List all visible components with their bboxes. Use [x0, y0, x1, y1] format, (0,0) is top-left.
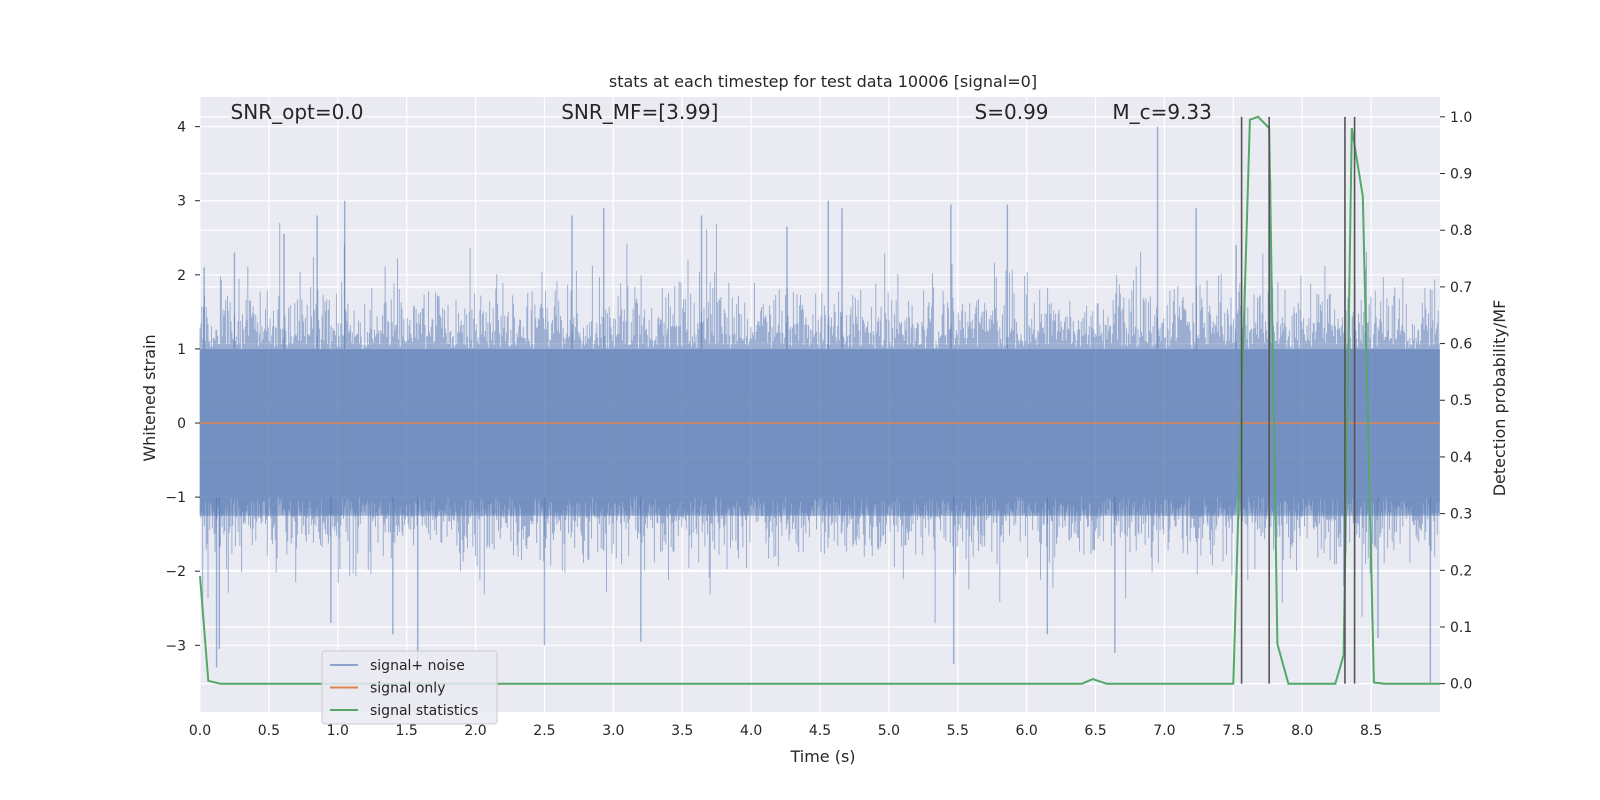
y2-tick-label: 0.5 [1450, 393, 1472, 409]
y2-tick-label: 0.8 [1450, 223, 1472, 239]
y2-tick-label: 0.4 [1450, 450, 1472, 466]
y2-tick-label: 0.6 [1450, 337, 1472, 353]
noise-core [200, 348, 1440, 516]
annotation-text: M_c=9.33 [1112, 100, 1212, 124]
y2-tick-label: 0.9 [1450, 167, 1472, 183]
x-axis-label: Time (s) [789, 747, 855, 766]
y-tick-label: −1 [165, 490, 186, 506]
signal-statistics-line [199, 115, 1440, 685]
legend-label: signal statistics [370, 703, 478, 719]
legend: signal+ noise signal only signal statistic… [321, 650, 498, 725]
x-tick-label: 0.5 [258, 723, 280, 739]
x-tick-label: 1.0 [327, 723, 349, 739]
x-tick-label: 4.0 [740, 723, 762, 739]
annotation-text: S=0.99 [975, 100, 1049, 124]
x-tick-label: 2.0 [464, 723, 486, 739]
y2-axis-label: Detection probability/MF [1490, 300, 1509, 497]
x-tick-label: 6.0 [1016, 723, 1038, 739]
y-axis-label: Whitened strain [140, 334, 159, 461]
x-tick-label: 6.5 [1084, 723, 1106, 739]
x-tick-label: 2.5 [533, 723, 555, 739]
y2-tick-label: 0.1 [1450, 620, 1472, 636]
y2-tick-label: 0.2 [1450, 563, 1472, 579]
annotation-text: SNR_MF=[3.99] [561, 100, 718, 124]
legend-label: signal+ noise [370, 658, 465, 674]
y-tick-label: 3 [177, 194, 186, 210]
x-tick-label: 3.5 [671, 723, 693, 739]
detection-markers [1240, 116, 1356, 684]
x-tick-label: 4.5 [809, 723, 831, 739]
x-tick-label: 1.5 [396, 723, 418, 739]
x-tick-label: 7.5 [1222, 723, 1244, 739]
x-tick-label: 5.0 [878, 723, 900, 739]
y2-tick-label: 0.7 [1450, 280, 1472, 296]
y2-tick-label: 0.0 [1450, 677, 1472, 693]
legend-label: signal only [370, 681, 445, 697]
x-tick-label: 0.0 [189, 723, 211, 739]
y-tick-label: 1 [177, 342, 186, 358]
y-tick-label: 4 [177, 120, 186, 136]
y-tick-label: −2 [165, 564, 186, 580]
y-tick-label: 2 [177, 268, 186, 284]
legend-box [321, 650, 498, 725]
signal-noise-series [199, 126, 1440, 683]
annotation-text: SNR_opt=0.0 [231, 100, 364, 124]
x-tick-label: 5.5 [947, 723, 969, 739]
x-tick-label: 3.0 [602, 723, 624, 739]
x-tick-label: 7.0 [1153, 723, 1175, 739]
y-tick-label: 0 [177, 416, 186, 432]
x-tick-label: 8.0 [1291, 723, 1313, 739]
x-tick-label: 8.5 [1360, 723, 1382, 739]
chart-title: stats at each timestep for test data 100… [609, 72, 1037, 91]
y2-tick-label: 1.0 [1450, 110, 1472, 126]
y2-tick-label: 0.3 [1450, 507, 1472, 523]
y-tick-label: −3 [165, 638, 186, 654]
